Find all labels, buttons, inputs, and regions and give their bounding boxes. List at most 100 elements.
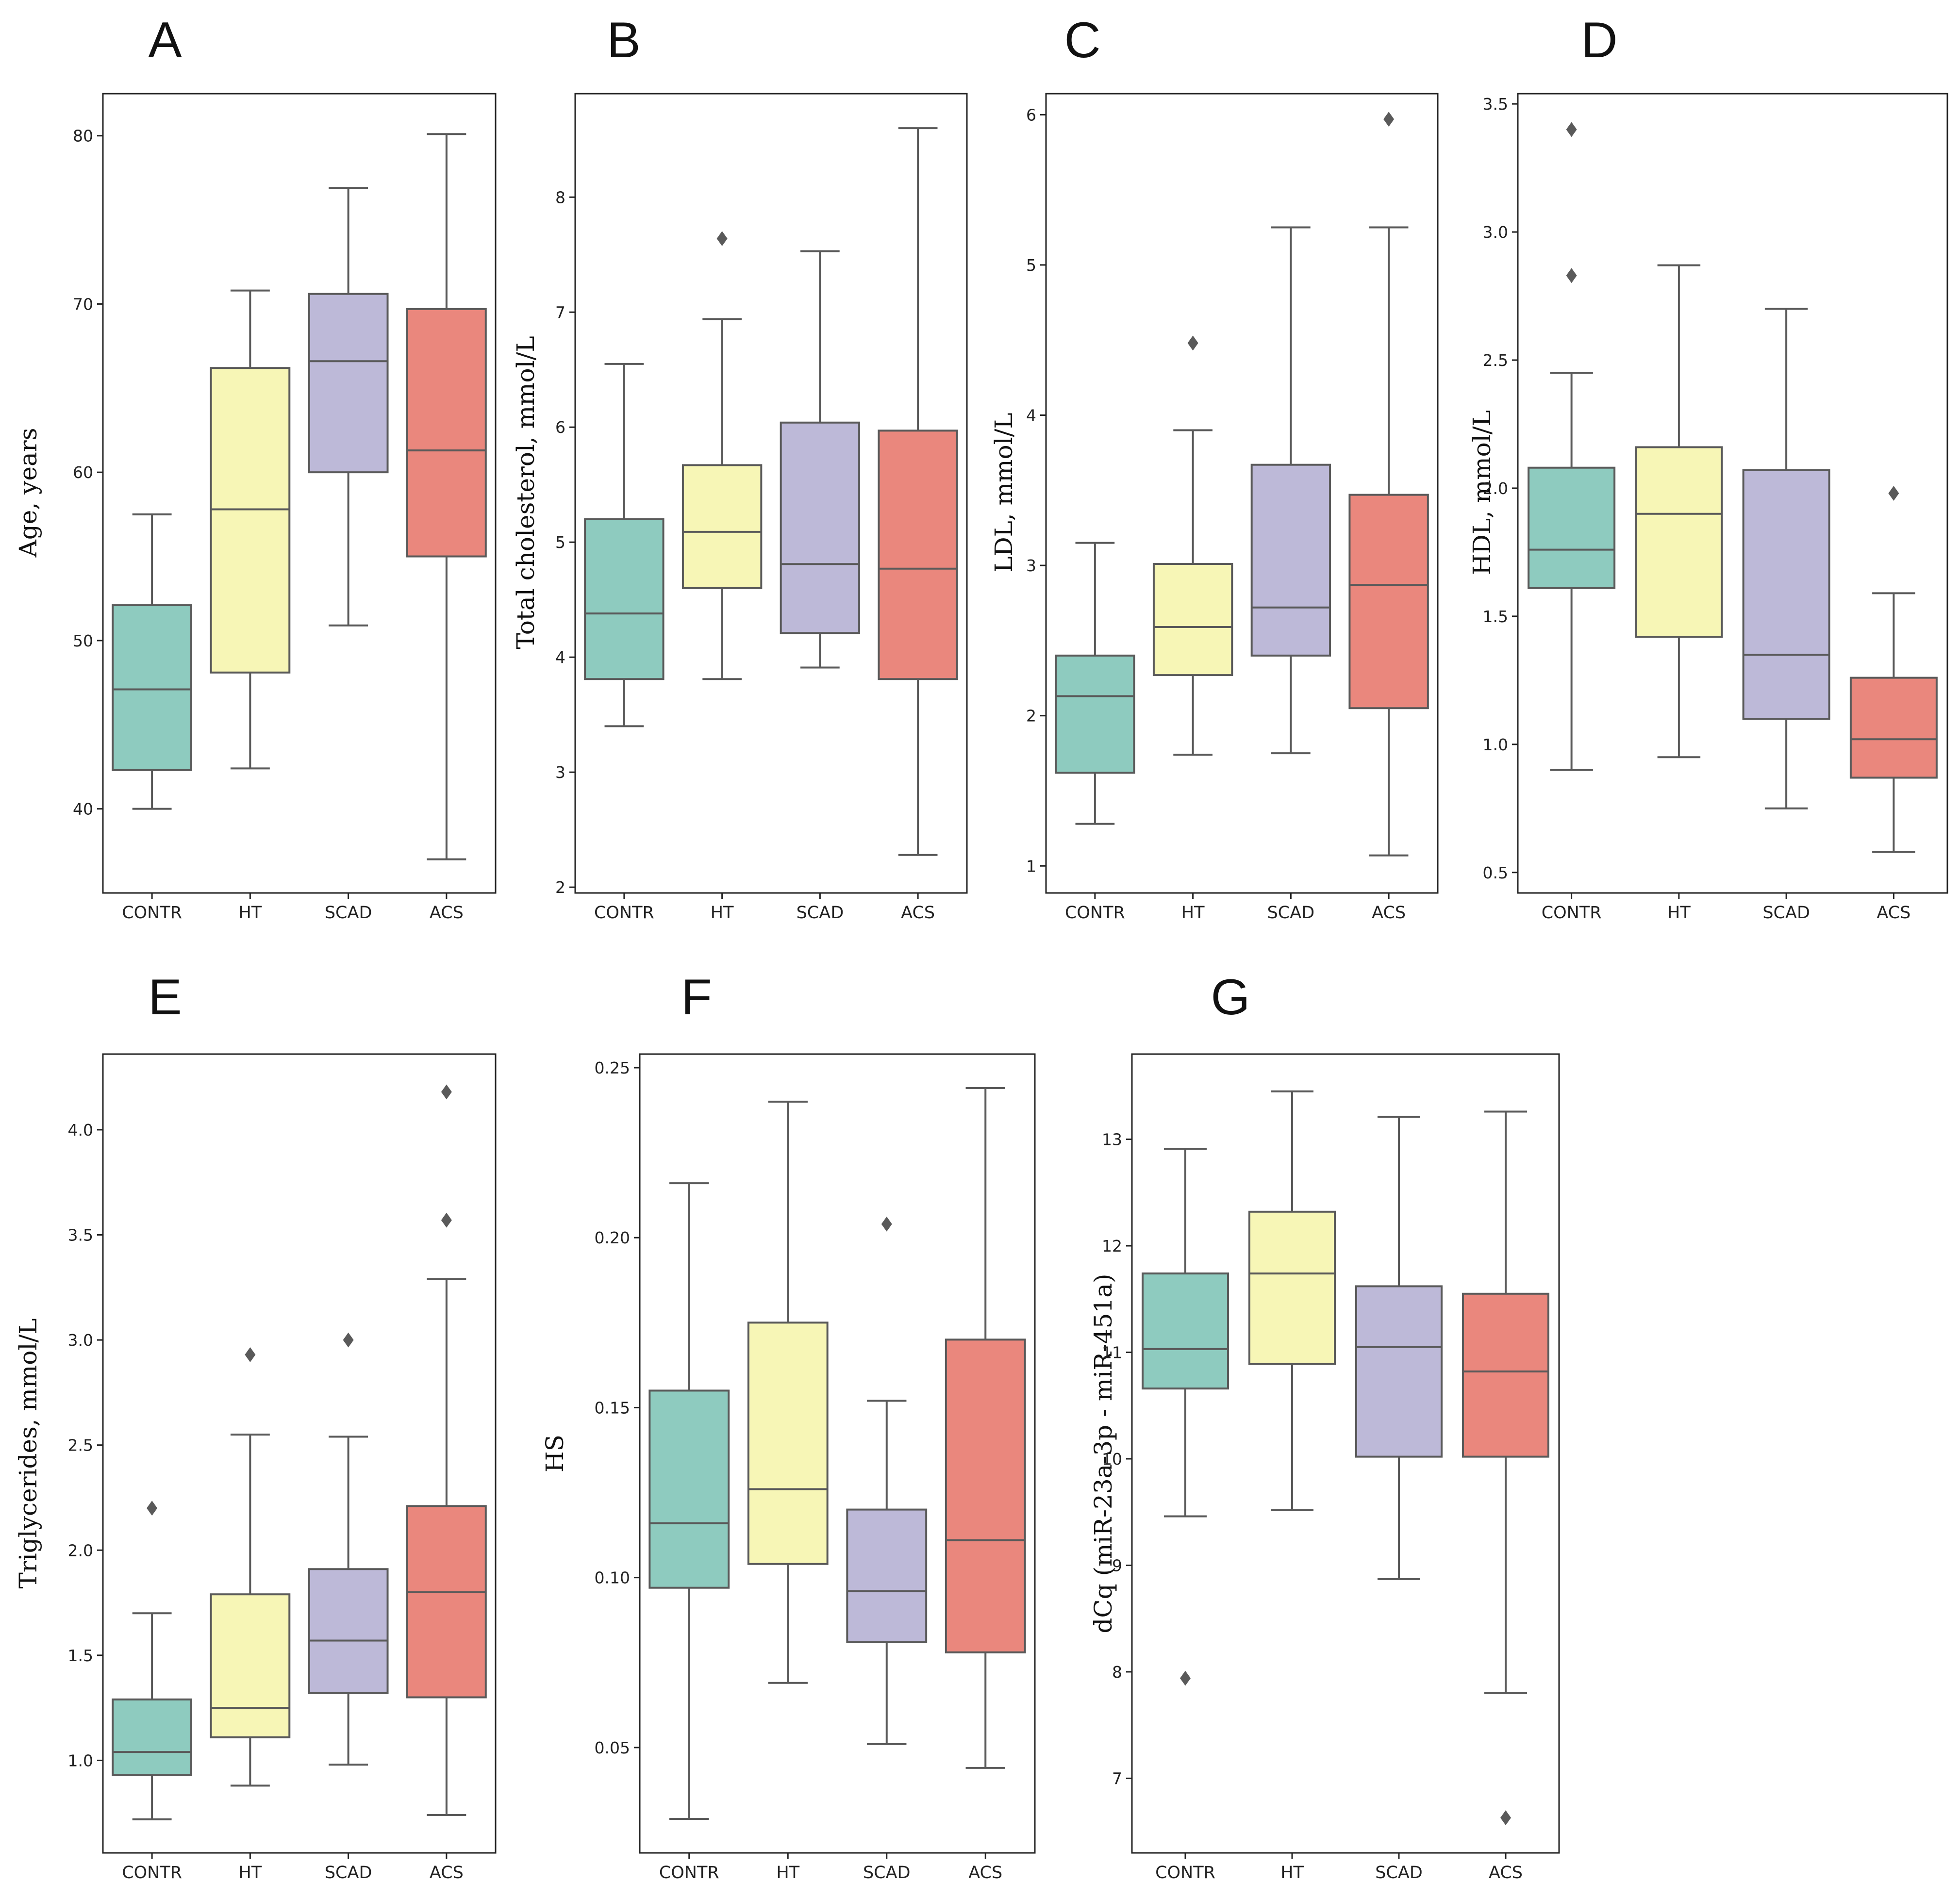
iqr-box — [1055, 654, 1135, 774]
iqr-box — [1142, 1272, 1229, 1390]
box-acs — [406, 133, 487, 860]
x-tick-label: HT — [1181, 903, 1205, 923]
box-scad — [846, 1216, 928, 1745]
y-tick-label: 2 — [1026, 707, 1036, 726]
box-scad — [308, 1332, 389, 1766]
y-tick-label: 3 — [1026, 556, 1036, 575]
y-tick-label: 60 — [73, 463, 93, 482]
y-tick-label: 70 — [73, 295, 93, 314]
x-tick-label: CONTR — [1542, 903, 1602, 923]
y-tick-label: 1.5 — [1483, 607, 1508, 626]
iqr-box — [747, 1321, 829, 1565]
y-tick-label: 7 — [555, 303, 565, 322]
x-tick-label: CONTR — [1065, 903, 1125, 923]
outlier-point — [441, 1212, 452, 1228]
iqr-box — [406, 1505, 487, 1699]
plot-frame — [1131, 1053, 1560, 1854]
x-tick-label: SCAD — [797, 903, 844, 923]
panel-B: B Total cholesterol, mmol/L 2 3 4 5 6 7 8 CONTR HT… — [512, 12, 968, 923]
x-tick-label: HT — [1280, 1863, 1304, 1882]
x-tick-label: HT — [1667, 903, 1691, 923]
outlier-point — [1566, 268, 1577, 283]
x-tick-label: SCAD — [325, 903, 372, 923]
outlier-point — [1383, 112, 1395, 127]
y-tick-label: 3.0 — [1483, 223, 1508, 242]
x-tick-label: HT — [239, 903, 262, 923]
panel-C: C LDL, mmol/L 1 2 3 4 5 6 CONTR HT SCAD ACS — [990, 12, 1439, 923]
plot-frame — [102, 1053, 497, 1854]
box-ht — [747, 1101, 829, 1684]
box-contr — [112, 1501, 193, 1820]
outlier-point — [1566, 122, 1577, 137]
y-tick-label: 1 — [1026, 857, 1036, 875]
y-tick-label: 8 — [1112, 1663, 1122, 1682]
y-axis-label: Age, years — [14, 428, 42, 558]
y-tick-label: 0.25 — [595, 1058, 630, 1077]
x-tick-label: SCAD — [1375, 1863, 1423, 1882]
y-tick-label: 50 — [73, 631, 93, 650]
box-contr — [1528, 122, 1616, 771]
y-tick-label: 10 — [1102, 1450, 1122, 1469]
iqr-box — [1355, 1285, 1443, 1458]
box-acs — [945, 1087, 1026, 1769]
x-tick-label: ACS — [1489, 1863, 1523, 1882]
iqr-box — [1152, 563, 1233, 677]
box-acs — [1348, 112, 1429, 857]
y-tick-label: 8 — [555, 188, 565, 207]
outlier-point — [1888, 486, 1899, 501]
iqr-box — [1528, 466, 1616, 589]
y-tick-label: 5 — [1026, 256, 1036, 275]
box-acs — [878, 127, 958, 856]
x-tick-label: ACS — [1372, 903, 1406, 923]
x-tick-label: SCAD — [325, 1863, 372, 1882]
x-tick-label: CONTR — [594, 903, 654, 923]
y-tick-label: 0.20 — [595, 1228, 630, 1247]
box-ht — [1635, 264, 1723, 759]
iqr-box — [846, 1508, 928, 1643]
panel-letter: F — [681, 969, 712, 1025]
box-scad — [1355, 1116, 1443, 1580]
outlier-point — [245, 1347, 256, 1362]
iqr-box — [1348, 494, 1429, 710]
x-tick-label: HT — [239, 1863, 262, 1882]
panel-letter: D — [1581, 12, 1617, 68]
box-scad — [308, 187, 389, 627]
plot-frame — [639, 1053, 1036, 1854]
box-contr — [648, 1182, 730, 1820]
y-tick-label: 13 — [1102, 1130, 1122, 1149]
x-tick-label: ACS — [1877, 903, 1910, 923]
iqr-box — [406, 308, 487, 558]
y-tick-label: 0.15 — [595, 1398, 630, 1417]
y-axis-label: LDL, mmol/L — [990, 413, 1018, 572]
box-acs — [1462, 1110, 1549, 1825]
box-ht — [1152, 335, 1233, 756]
box-acs — [1849, 486, 1938, 853]
iqr-box — [210, 367, 291, 674]
x-tick-label: HT — [711, 903, 734, 923]
y-tick-label: 2 — [555, 878, 565, 897]
y-tick-label: 2.5 — [68, 1436, 93, 1455]
y-tick-label: 4 — [555, 648, 565, 667]
box-ht — [1248, 1090, 1336, 1511]
x-tick-label: CONTR — [1155, 1863, 1215, 1882]
box-contr — [1055, 542, 1135, 825]
y-tick-label: 3.0 — [68, 1331, 93, 1350]
x-tick-label: HT — [776, 1863, 799, 1882]
y-tick-label: 1.0 — [1483, 735, 1508, 754]
x-tick-label: ACS — [430, 1863, 464, 1882]
outlier-point — [1180, 1670, 1191, 1686]
outlier-point — [1500, 1810, 1511, 1825]
y-tick-label: 5 — [555, 533, 565, 552]
panel-D: D HDL, mmol/L 0.5 1.0 1.5 2.0 2.5 3.0 3.5 CONTR HT… — [1468, 12, 1948, 923]
y-tick-label: 7 — [1112, 1769, 1122, 1788]
box-acs — [406, 1084, 487, 1816]
iqr-box — [308, 293, 389, 474]
x-tick-label: SCAD — [863, 1863, 911, 1882]
y-axis-label: HDL, mmol/L — [1468, 410, 1496, 575]
box-contr — [1142, 1148, 1229, 1686]
y-tick-label: 4.0 — [68, 1121, 93, 1139]
y-tick-label: 3.5 — [68, 1226, 93, 1245]
outlier-point — [441, 1084, 452, 1100]
y-axis-label: HS — [541, 1435, 569, 1472]
outlier-point — [343, 1332, 354, 1348]
